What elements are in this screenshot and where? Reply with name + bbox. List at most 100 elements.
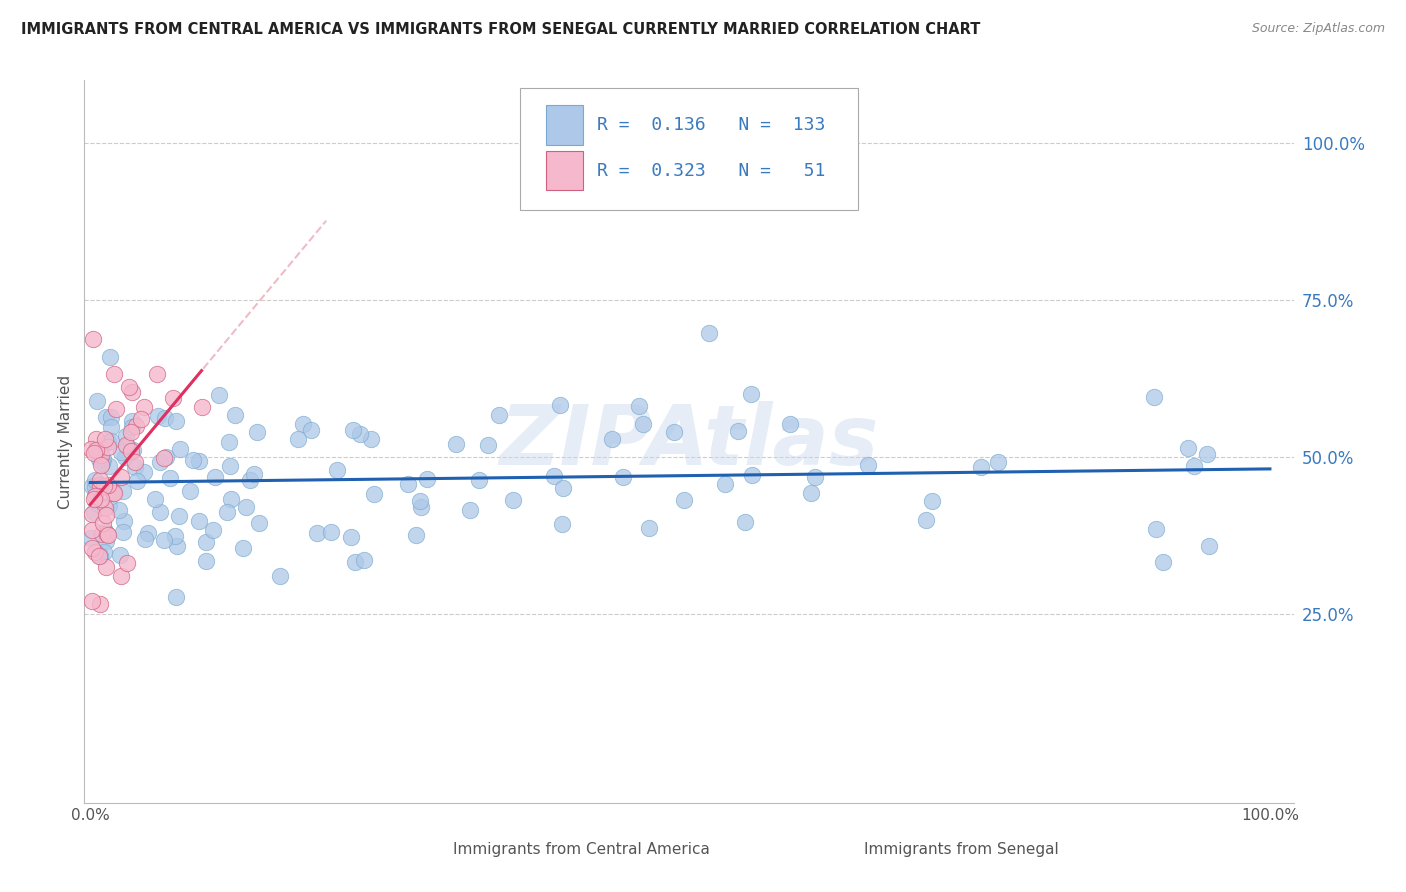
Point: [405, 528, 427, 542]
Point: [132, 466, 155, 480]
Point: [779, 417, 801, 431]
Point: [987, 455, 1010, 469]
Point: [96, 560, 118, 574]
Point: [714, 476, 737, 491]
Point: [219, 458, 242, 473]
Point: [1144, 522, 1167, 536]
Point: [740, 387, 762, 401]
Point: [803, 470, 825, 484]
Point: [93, 432, 115, 446]
Point: [100, 419, 122, 434]
Point: [80, 594, 103, 608]
Point: [269, 569, 291, 583]
Point: [415, 472, 437, 486]
Point: [87, 442, 110, 457]
Point: [80, 531, 103, 545]
Point: [219, 492, 242, 507]
Point: [98, 458, 121, 473]
Point: [360, 432, 382, 446]
Point: [1143, 390, 1166, 404]
Point: [349, 426, 371, 441]
Point: [83, 505, 105, 519]
Point: [243, 467, 266, 482]
Point: [82, 523, 104, 537]
Text: R =  0.323   N =   51: R = 0.323 N = 51: [598, 161, 825, 179]
Point: [188, 514, 211, 528]
Point: [673, 493, 696, 508]
Point: [612, 470, 634, 484]
Point: [662, 425, 685, 440]
Point: [153, 533, 176, 548]
Point: [235, 500, 257, 515]
Point: [246, 425, 269, 440]
Point: [343, 555, 366, 569]
Text: IMMIGRANTS FROM CENTRAL AMERICA VS IMMIGRANTS FROM SENEGAL CURRENTLY MARRIED COR: IMMIGRANTS FROM CENTRAL AMERICA VS IMMIG…: [21, 22, 980, 37]
Point: [218, 434, 240, 449]
FancyBboxPatch shape: [423, 835, 447, 864]
Point: [143, 491, 166, 506]
Point: [697, 326, 720, 340]
Point: [543, 469, 565, 483]
Point: [94, 500, 117, 515]
Point: [1182, 459, 1205, 474]
Point: [103, 367, 125, 381]
Point: [110, 568, 132, 582]
Point: [83, 480, 105, 494]
Point: [727, 424, 749, 438]
Point: [970, 460, 993, 475]
Y-axis label: Currently Married: Currently Married: [58, 375, 73, 508]
Point: [202, 523, 225, 537]
Point: [121, 419, 143, 434]
Point: [148, 409, 170, 424]
Text: R =  0.136   N =  133: R = 0.136 N = 133: [598, 116, 825, 134]
Point: [114, 514, 136, 528]
Point: [319, 524, 342, 539]
Point: [856, 458, 879, 473]
Point: [100, 434, 122, 449]
Point: [118, 380, 141, 394]
Point: [120, 425, 142, 439]
Point: [208, 388, 231, 402]
Point: [96, 534, 118, 549]
Point: [101, 483, 124, 498]
Point: [90, 491, 112, 506]
FancyBboxPatch shape: [520, 87, 858, 211]
Point: [82, 332, 104, 346]
Point: [115, 438, 138, 452]
Point: [82, 479, 104, 493]
Point: [96, 409, 118, 424]
Point: [149, 505, 172, 519]
Point: [204, 470, 226, 484]
Point: [1195, 447, 1218, 461]
Point: [134, 532, 156, 546]
Text: Immigrants from Central America: Immigrants from Central America: [453, 842, 710, 857]
Point: [247, 516, 270, 530]
Point: [188, 454, 211, 468]
Point: [108, 549, 131, 563]
FancyBboxPatch shape: [834, 835, 858, 864]
Point: [80, 442, 103, 456]
Point: [488, 409, 510, 423]
Point: [83, 446, 105, 460]
Point: [165, 590, 187, 604]
Point: [91, 516, 114, 530]
Point: [84, 489, 107, 503]
Point: [1152, 555, 1174, 569]
Point: [83, 492, 105, 507]
Point: [215, 506, 238, 520]
Point: [96, 526, 118, 541]
Point: [155, 450, 177, 464]
Point: [96, 441, 118, 455]
Point: [153, 450, 176, 465]
Point: [98, 498, 121, 512]
Point: [800, 486, 823, 500]
Point: [548, 398, 571, 412]
FancyBboxPatch shape: [547, 151, 582, 191]
Point: [340, 530, 363, 544]
Point: [110, 470, 132, 484]
Point: [145, 368, 167, 382]
Point: [224, 408, 246, 422]
Point: [342, 423, 364, 437]
Point: [111, 484, 134, 499]
Point: [121, 413, 143, 427]
